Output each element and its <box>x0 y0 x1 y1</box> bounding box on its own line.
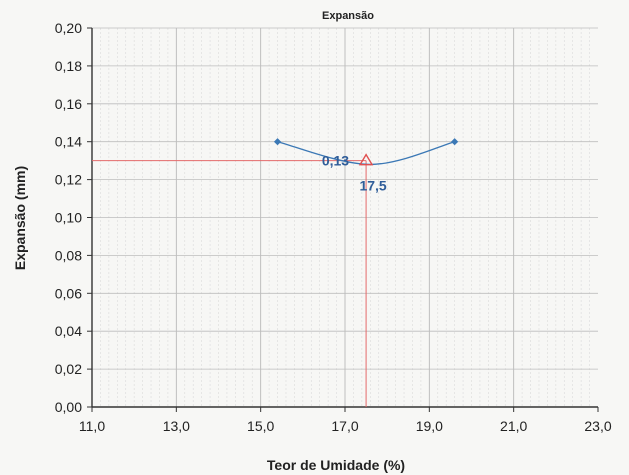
x-tick-label: 19,0 <box>416 418 443 434</box>
x-axis-title: Teor de Umidade (%) <box>267 457 405 473</box>
data-point-marker <box>273 138 282 146</box>
y-tick-label: 0,18 <box>55 58 82 74</box>
chart-title: Expansão <box>322 10 374 22</box>
x-tick-label: 21,0 <box>500 418 527 434</box>
y-tick-label: 0,08 <box>55 247 82 263</box>
x-tick-label: 15,0 <box>247 418 274 434</box>
x-tick-label: 17,0 <box>331 418 358 434</box>
optimum-marker <box>358 153 374 166</box>
y-tick-label: 0,16 <box>55 96 82 112</box>
y-tick-label: 0,00 <box>55 399 82 415</box>
y-tick-label: 0,20 <box>55 20 82 36</box>
y-tick-label: 0,04 <box>55 323 82 339</box>
y-tick-label: 0,02 <box>55 361 82 377</box>
y-tick-label: 0,12 <box>55 172 82 188</box>
optimum-y-label: 0,13 <box>322 153 349 169</box>
x-tick-label: 23,0 <box>584 418 611 434</box>
y-axis-title: Expansão (mm) <box>12 166 28 270</box>
axes <box>87 27 599 412</box>
data-point-marker <box>451 138 459 146</box>
reference-lines <box>92 160 367 407</box>
x-tick-label: 11,0 <box>79 418 105 434</box>
optimum-x-label: 17,5 <box>359 178 386 194</box>
labels: 0,00 0,02 0,04 0,06 0,08 0,10 0,12 0,14 0,16 0,18… <box>55 20 612 434</box>
series <box>273 138 459 166</box>
grid <box>92 27 598 407</box>
y-tick-label: 0,10 <box>55 210 82 226</box>
y-tick-label: 0,06 <box>55 285 82 301</box>
y-tick-label: 0,14 <box>55 134 82 150</box>
x-tick-label: 13,0 <box>163 418 190 434</box>
